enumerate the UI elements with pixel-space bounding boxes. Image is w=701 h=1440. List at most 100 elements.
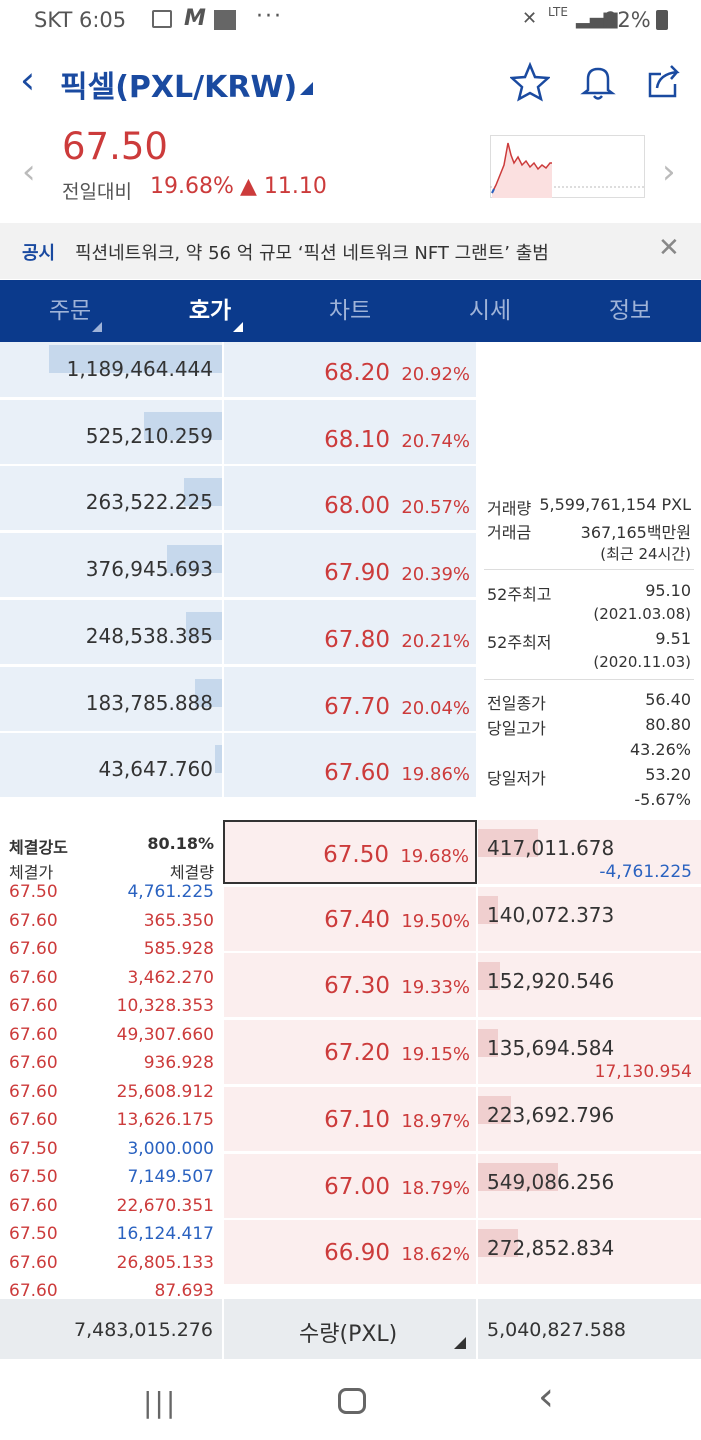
ask-price-cell[interactable]: 68.20 20.92% <box>224 342 476 397</box>
ask-qty-cell[interactable]: 183,785.888 <box>0 666 222 731</box>
ask-price-cell[interactable]: 67.90 20.39% <box>224 533 476 598</box>
trade-row: 67.50 3,000.000 <box>0 1137 222 1166</box>
ask-row[interactable]: 376,945.693 67.90 20.39% <box>0 533 701 598</box>
bid-price-cell[interactable]: 67.00 18.79% <box>224 1153 476 1218</box>
bid-price-cell[interactable]: 66.90 18.62% <box>224 1220 476 1285</box>
day-low-percent: -5.67% <box>634 790 691 809</box>
bid-row[interactable]: 67.10 18.97% 223,692.796 <box>0 1086 701 1151</box>
amount-label: 거래금 <box>487 523 532 542</box>
trade-qty: 22,670.351 <box>116 1195 214 1216</box>
share-icon[interactable] <box>645 62 685 102</box>
ask-row[interactable]: 248,538.385 67.80 20.21% <box>0 599 701 664</box>
bid-price-cell[interactable]: 67.20 19.15% <box>224 1020 476 1085</box>
tab-orderbook[interactable]: 호가 <box>140 280 280 342</box>
ask-row[interactable]: 263,522.225 68.00 20.57% <box>0 466 701 531</box>
bid-row[interactable]: 67.50 19.68% 417,011.678 -4,761.225 <box>0 820 701 884</box>
bid-qty-value: 549,086.256 <box>487 1169 615 1194</box>
prev-coin-icon[interactable]: ‹ <box>22 152 36 192</box>
ask-row[interactable]: 525,210.259 68.10 20.74% <box>0 399 701 464</box>
ask-price-value: 68.20 <box>324 360 390 386</box>
bid-qty-bar <box>478 1095 512 1124</box>
bid-qty-cell[interactable]: 152,920.546 <box>478 953 701 1018</box>
back-icon[interactable]: ‹ <box>20 58 36 102</box>
tab-info[interactable]: 정보 <box>560 280 700 342</box>
ask-qty-cell[interactable]: 1,189,464.444 <box>0 342 222 397</box>
trade-qty: 87.693 <box>154 1281 214 1298</box>
bid-qty-cell[interactable]: 223,692.796 <box>478 1086 701 1151</box>
bid-qty-cell[interactable]: 417,011.678 -4,761.225 <box>478 820 701 884</box>
high52-value: 95.10 <box>645 581 691 600</box>
bid-qty-cell[interactable]: 135,694.584 17,130.954 <box>478 1020 701 1085</box>
bid-qty-value: 417,011.678 <box>487 836 615 860</box>
bid-row[interactable]: 67.40 19.50% 140,072.373 <box>0 886 701 951</box>
ask-price-cell[interactable]: 67.60 19.86% <box>224 733 476 798</box>
battery-icon <box>656 10 668 30</box>
trade-price: 67.50 <box>9 882 58 902</box>
trade-price: 67.60 <box>9 1024 58 1045</box>
notice-text[interactable]: 픽션네트워크, 약 56 억 규모 ‘픽션 네트워크 NFT 그랜트’ 출범 <box>75 243 549 264</box>
trade-qty: 3,462.270 <box>127 967 214 988</box>
bid-price-cell[interactable]: 67.50 19.68% <box>223 820 477 884</box>
gallery-icon <box>152 10 172 28</box>
bid-percent: 19.33% <box>401 977 470 999</box>
bid-row[interactable]: 67.20 19.15% 135,694.584 17,130.954 <box>0 1020 701 1085</box>
bid-qty-cell[interactable]: 140,072.373 <box>478 886 701 951</box>
bid-qty-cell[interactable]: 549,086.256 <box>478 1153 701 1218</box>
carrier-time: SKT 6:05 <box>34 8 127 32</box>
back-nav-icon[interactable]: ‹ <box>538 1374 554 1420</box>
tab-order[interactable]: 주문 <box>0 280 140 342</box>
bid-price-value: 67.50 <box>323 842 389 868</box>
tab-quotes[interactable]: 시세 <box>420 280 560 342</box>
page-title[interactable]: 픽셀(PXL/KRW) <box>60 70 298 105</box>
bid-qty-cell[interactable]: 272,852.834 <box>478 1220 701 1285</box>
ask-qty-cell[interactable]: 248,538.385 <box>0 599 222 664</box>
ask-qty-cell[interactable]: 525,210.259 <box>0 399 222 464</box>
unit-toggle[interactable]: 수량(PXL) <box>224 1299 476 1359</box>
ask-qty-cell[interactable]: 263,522.225 <box>0 466 222 531</box>
ask-qty-bar <box>48 345 222 373</box>
trade-row: 67.50 7,149.507 <box>0 1165 222 1194</box>
ask-row[interactable]: 1,189,464.444 68.20 20.92% <box>0 342 701 397</box>
trade-row: 67.50 16,124.417 <box>0 1222 222 1251</box>
bid-percent: 19.50% <box>401 910 470 932</box>
home-icon[interactable] <box>338 1388 366 1414</box>
ask-qty-cell[interactable]: 376,945.693 <box>0 533 222 598</box>
bid-row[interactable]: 67.00 18.79% 549,086.256 <box>0 1153 701 1218</box>
close-icon[interactable]: ✕ <box>658 233 680 263</box>
trade-price: 67.60 <box>9 1252 58 1273</box>
trade-row: 67.60 22,670.351 <box>0 1194 222 1223</box>
recent-trades-panel[interactable]: 체결강도 80.18% 체결가 체결량 67.50 4,761.225 67.60 3… <box>0 820 222 1298</box>
ask-qty-value: 263,522.225 <box>85 490 213 515</box>
trade-qty-header: 체결량 <box>169 863 214 882</box>
trade-price: 67.60 <box>9 1281 58 1298</box>
day-low-label: 당일저가 <box>487 769 546 788</box>
title-dropdown-icon[interactable] <box>300 82 313 95</box>
ask-price-value: 67.60 <box>324 760 390 787</box>
ask-price-value: 68.10 <box>324 426 390 453</box>
bell-icon[interactable] <box>578 62 618 102</box>
bid-price-cell[interactable]: 67.30 19.33% <box>224 953 476 1018</box>
tab-chart[interactable]: 차트 <box>280 280 420 342</box>
trade-qty: 49,307.660 <box>116 1024 214 1045</box>
notice-banner[interactable]: 공시 픽션네트워크, 약 56 억 규모 ‘픽션 네트워크 NFT 그랜트’ 출… <box>0 223 701 279</box>
ask-price-cell[interactable]: 68.00 20.57% <box>224 466 476 531</box>
bid-row[interactable]: 67.30 19.33% 152,920.546 <box>0 953 701 1018</box>
high52-label: 52주최고 <box>487 585 552 604</box>
ask-row[interactable]: 43,647.760 67.60 19.86% <box>0 733 701 798</box>
star-icon[interactable] <box>510 62 550 102</box>
ask-price-cell[interactable]: 67.70 20.04% <box>224 666 476 731</box>
bid-row[interactable]: 66.90 18.62% 272,852.834 <box>0 1220 701 1285</box>
ask-price-cell[interactable]: 67.80 20.21% <box>224 599 476 664</box>
trade-price: 67.60 <box>9 996 58 1016</box>
bid-price-cell[interactable]: 67.10 18.97% <box>224 1086 476 1151</box>
next-coin-icon[interactable]: › <box>662 152 676 192</box>
trade-price: 67.60 <box>9 1195 58 1216</box>
trade-row: 67.60 25,608.912 <box>0 1080 222 1109</box>
divider <box>484 679 694 680</box>
recent-apps-icon[interactable]: ||| <box>143 1386 178 1419</box>
ask-price-cell[interactable]: 68.10 20.74% <box>224 399 476 464</box>
mini-price-chart[interactable] <box>490 135 645 198</box>
ask-row[interactable]: 183,785.888 67.70 20.04% <box>0 666 701 731</box>
ask-qty-cell[interactable]: 43,647.760 <box>0 733 222 798</box>
bid-price-cell[interactable]: 67.40 19.50% <box>224 886 476 951</box>
